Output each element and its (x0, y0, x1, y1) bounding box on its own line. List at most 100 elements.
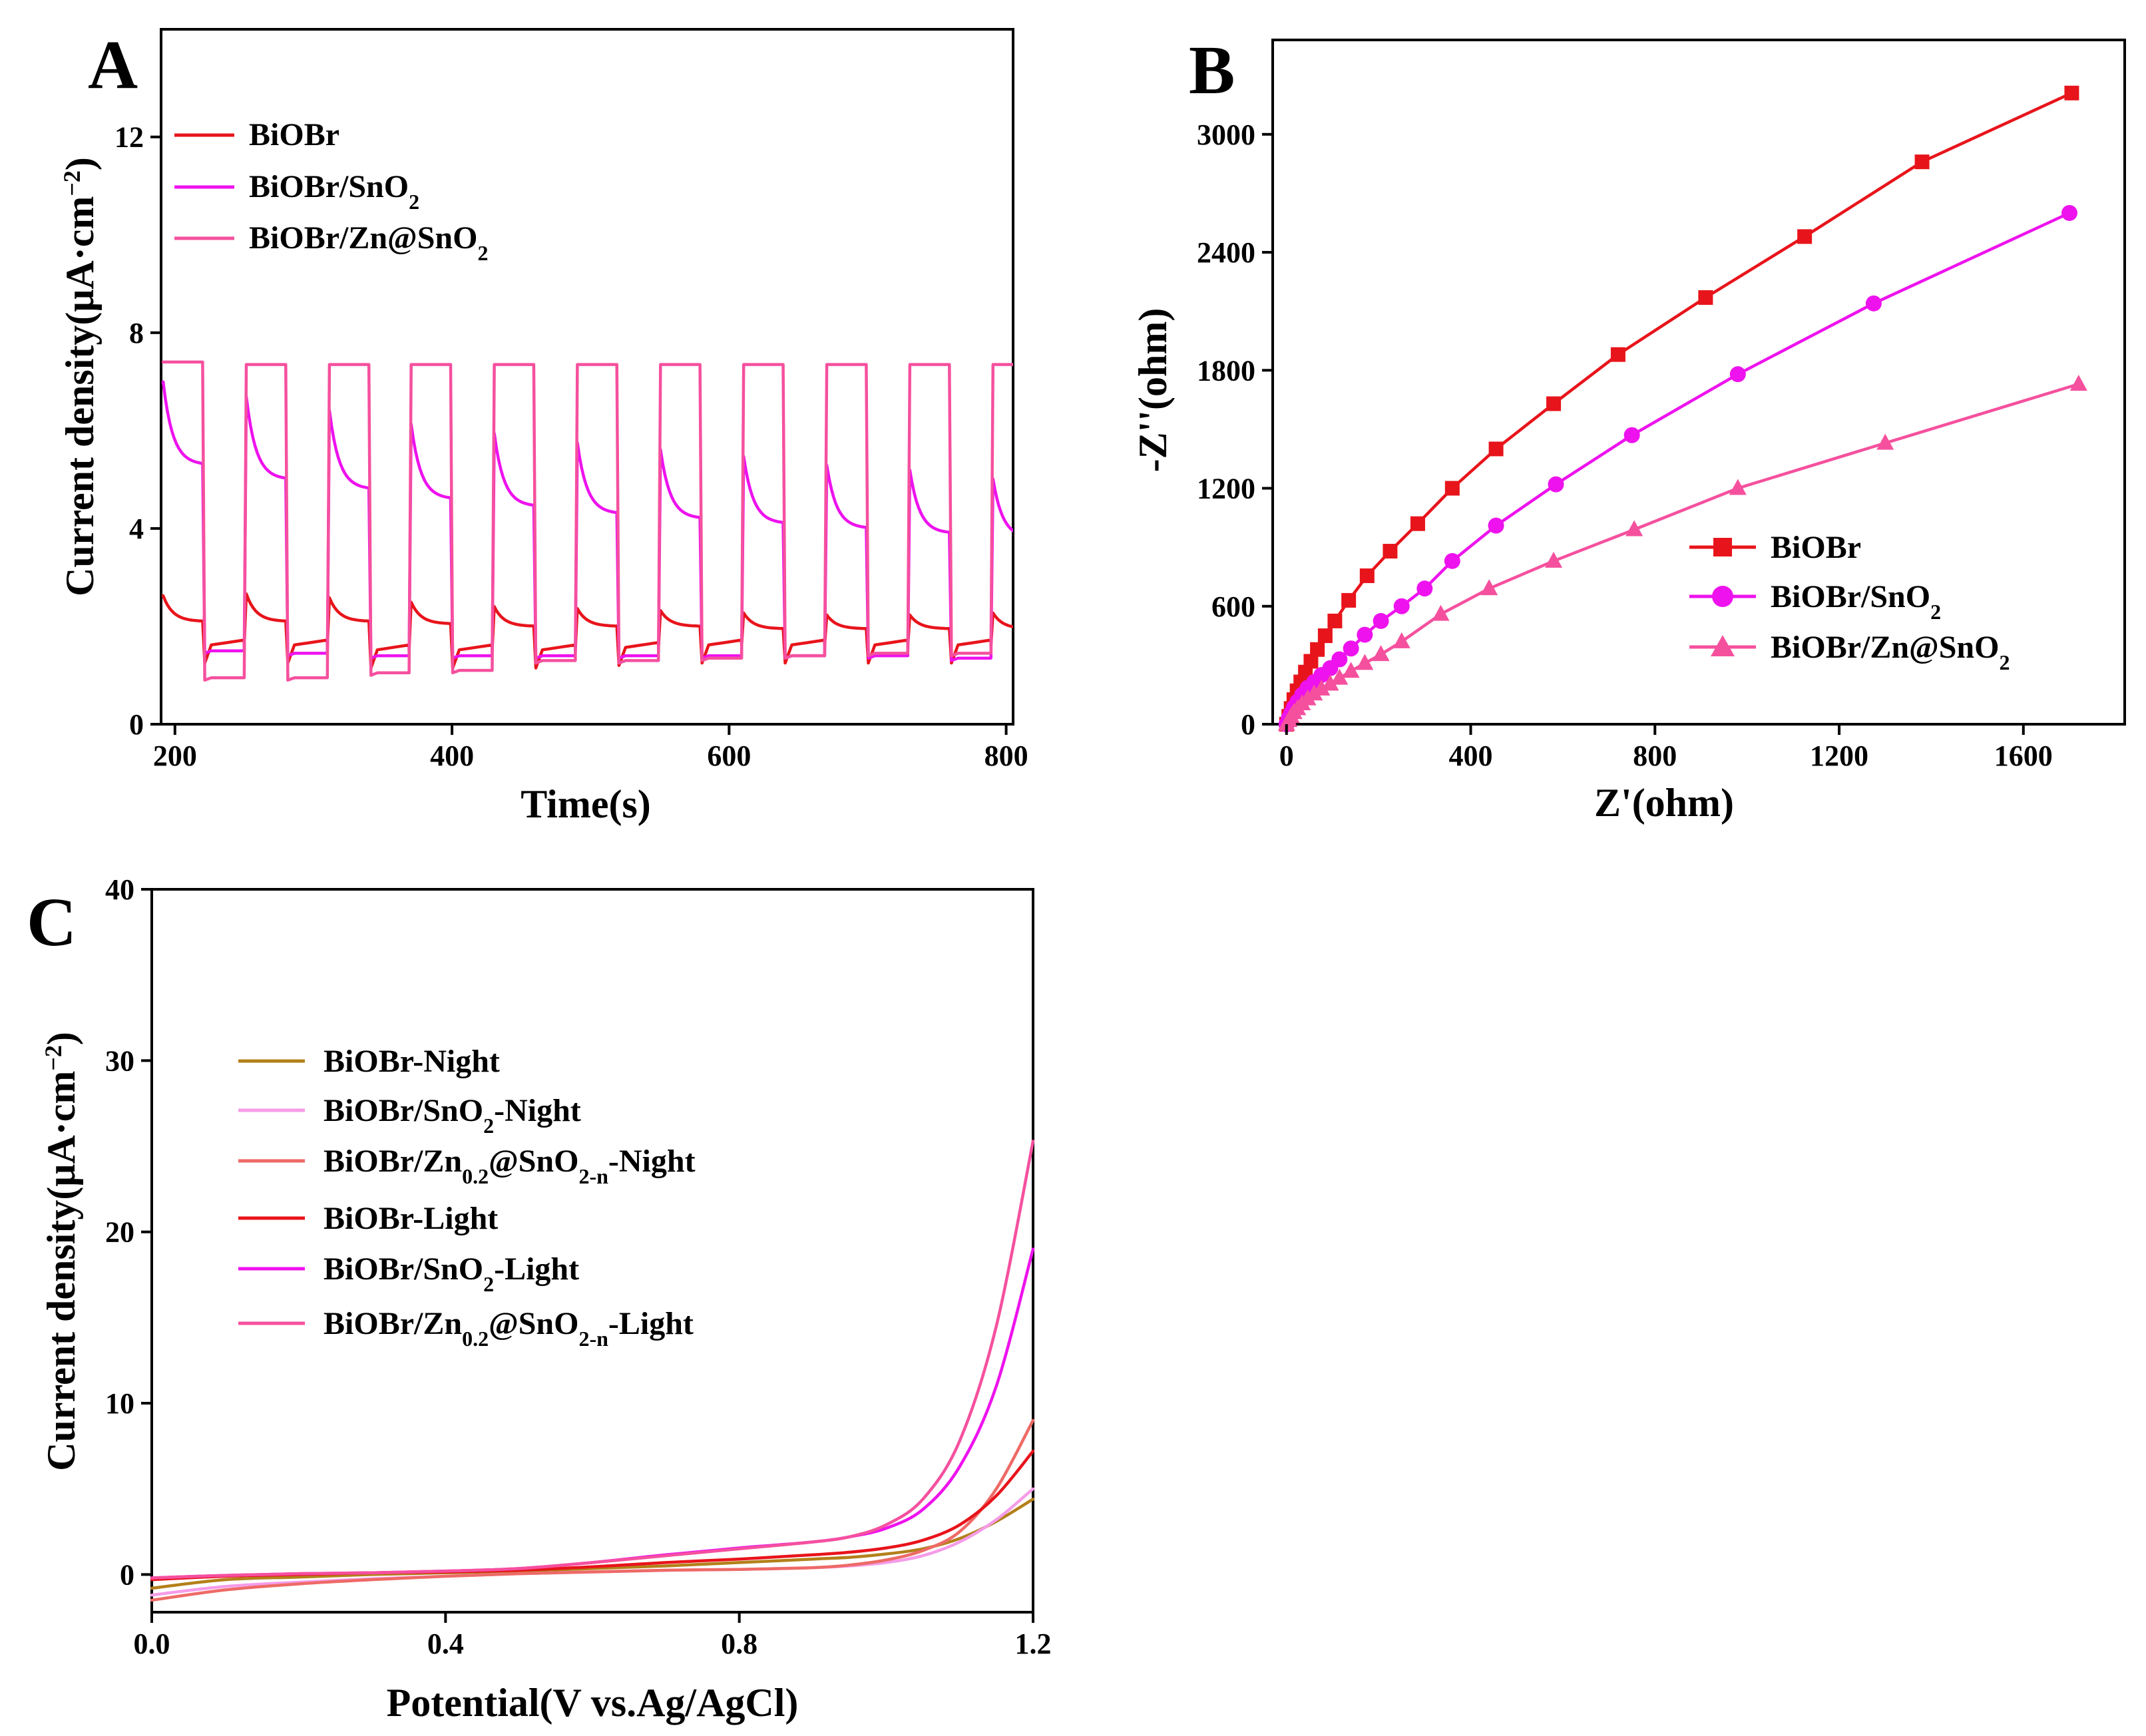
panel-c-legend-item: BiOBr/Zn0.2@SnO2-n-Night (238, 1144, 696, 1188)
panel-b-series (1277, 85, 2087, 732)
x-tick-label: 0 (1279, 740, 1294, 772)
x-tick-label: 200 (153, 740, 197, 772)
panel-b-frame (1271, 39, 2126, 726)
panel-a-legend: BiOBr BiOBr/SnO2 BiOBr/Zn@SnO2 (174, 117, 488, 265)
panel-b-ticks: 0 400 800 1200 1600 0 600 1200 1800 2400 3000 (1197, 118, 2053, 772)
series-line-biobr-zn-sno2 (1285, 382, 2081, 726)
panel-a-letter: A (88, 27, 138, 103)
data-point (1729, 479, 1747, 495)
x-tick-label: 0.0 (134, 1628, 170, 1660)
series-line-biobr-sno2-night (150, 1487, 1035, 1597)
data-point (1444, 481, 1460, 496)
data-point (1876, 433, 1894, 450)
x-tick-label: 400 (1449, 740, 1493, 772)
series-line-biobr-sno2-light (150, 1247, 1035, 1580)
data-point (1410, 516, 1425, 531)
triangle-marker-icon (1711, 635, 1735, 656)
panel-c-y-axis-title: Current density(μA·cm−2) (39, 1032, 83, 1471)
data-point (1356, 654, 1374, 670)
panel-c-letter: C (27, 884, 77, 961)
panel-b-legend-item: BiOBr/SnO2 (1689, 579, 1941, 624)
legend-label: BiOBr (249, 117, 339, 152)
panel-c-ticks: 0.0 0.4 0.8 1.2 0 10 20 30 40 (105, 873, 1052, 1660)
y-tick-label: 0 (120, 1558, 134, 1591)
panel-a-y-axis-title: Current density(μA·cm−2) (58, 157, 102, 596)
data-point (1545, 551, 1563, 568)
y-tick-label: 12 (114, 121, 144, 154)
data-point (1303, 654, 1319, 669)
legend-label: BiOBr/Zn@SnO2 (1771, 630, 2010, 674)
panel-a-series (161, 360, 1013, 682)
panel-b-legend-item: BiOBr (1689, 530, 1861, 565)
panel-a: A 200 400 600 800 0 4 8 12 Time(s) Current dens… (58, 27, 1028, 826)
y-tick-label: 30 (105, 1044, 134, 1077)
panel-c-legend-item: BiOBr/SnO2-Light (238, 1251, 579, 1296)
y-tick-label: 0 (129, 708, 144, 741)
data-point (1305, 684, 1323, 701)
panel-a-frame (160, 28, 1014, 726)
legend-label: BiOBr-Night (323, 1044, 500, 1079)
data-point (1357, 626, 1373, 643)
panel-b: B 0 400 800 1200 1600 0 600 1200 1800 2400 3000 Z'… (1131, 32, 2126, 825)
legend-label: BiOBr/SnO2-Light (323, 1251, 579, 1296)
legend-label: BiOBr/SnO2-Night (323, 1093, 581, 1138)
y-tick-label: 0 (1241, 708, 1255, 741)
panel-b-legend-item: BiOBr/Zn@SnO2 (1689, 630, 2010, 674)
data-point (1321, 674, 1339, 691)
data-point (1914, 154, 1930, 170)
data-point (1610, 347, 1625, 362)
series-line-biobr-sno2 (161, 380, 1013, 662)
data-point (1317, 628, 1333, 644)
data-point (1393, 632, 1410, 648)
data-point (1341, 592, 1357, 608)
data-point (1343, 640, 1359, 657)
data-point (1372, 645, 1390, 662)
panel-b-legend: BiOBr BiOBr/SnO2 BiOBr/Zn@SnO2 (1689, 530, 2010, 674)
circle-marker-icon (1712, 586, 1733, 607)
data-point (1480, 579, 1498, 596)
data-point (1488, 517, 1504, 534)
x-tick-label: 1600 (1994, 740, 2053, 772)
x-tick-label: 1.2 (1015, 1628, 1052, 1660)
data-point (1729, 366, 1746, 383)
data-point (1331, 668, 1349, 685)
y-tick-label: 20 (105, 1216, 134, 1249)
legend-label: BiOBr/Zn0.2@SnO2-n-Light (323, 1306, 694, 1351)
panel-b-y-axis-title: -Z''(ohm) (1131, 308, 1175, 473)
x-tick-label: 800 (1633, 740, 1677, 772)
legend-label: BiOBr/SnO2 (249, 169, 419, 214)
panel-c-series (150, 1140, 1035, 1602)
series-line-biobr (161, 592, 1013, 670)
y-tick-label: 600 (1211, 590, 1255, 623)
panel-b-letter: B (1189, 32, 1235, 108)
legend-label: BiOBr-Light (323, 1201, 498, 1236)
data-point (1546, 396, 1562, 411)
data-point (1373, 612, 1389, 629)
panel-c-x-axis-title: Potential(V vs.Ag/AgCl) (387, 1681, 799, 1725)
panel-c: C 0.0 0.4 0.8 1.2 0 10 20 30 40 Potential(V vs.A… (27, 873, 1052, 1725)
panel-c-legend-item: BiOBr-Light (238, 1201, 498, 1236)
data-point (1623, 427, 1640, 443)
data-point (1865, 295, 1882, 312)
panel-b-x-axis-title: Z'(ohm) (1594, 781, 1734, 825)
y-tick-label: 1800 (1197, 354, 1255, 387)
data-point (1444, 552, 1460, 569)
legend-label: BiOBr (1771, 530, 1861, 565)
panel-a-ticks: 200 400 600 800 0 4 8 12 (114, 121, 1028, 772)
y-tick-label: 2400 (1197, 236, 1255, 269)
data-point (1327, 613, 1343, 628)
data-point (2064, 85, 2079, 101)
y-tick-label: 3000 (1197, 118, 1255, 151)
legend-label: BiOBr/Zn0.2@SnO2-n-Night (323, 1144, 696, 1188)
x-tick-label: 800 (984, 740, 1028, 772)
panel-a-legend-item: BiOBr (174, 117, 339, 152)
panel-c-legend-item: BiOBr-Night (238, 1044, 500, 1079)
data-point (1313, 679, 1331, 696)
panel-a-legend-item: BiOBr/Zn@SnO2 (174, 220, 488, 265)
data-point (1310, 642, 1325, 657)
data-point (1698, 290, 1713, 305)
y-tick-label: 4 (129, 513, 144, 545)
data-point (1548, 476, 1564, 493)
x-tick-label: 0.8 (721, 1628, 757, 1660)
series-line-biobr-zn0-2-sno2-n-light (150, 1140, 1035, 1580)
